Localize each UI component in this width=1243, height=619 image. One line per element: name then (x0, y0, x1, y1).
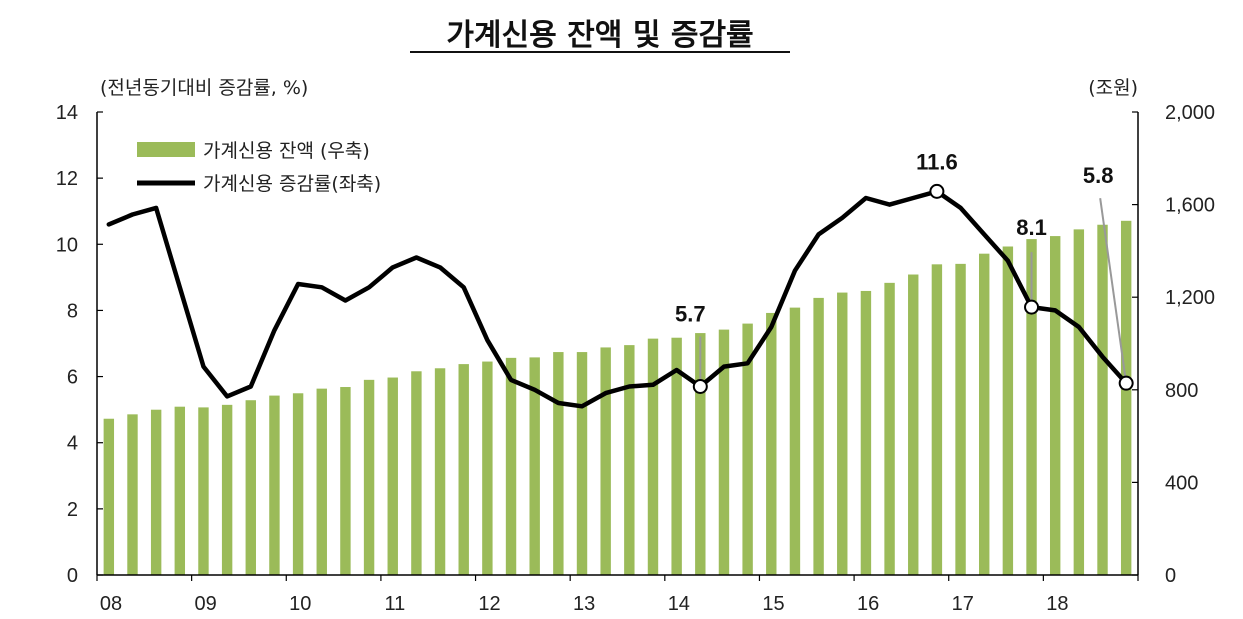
left-axis-label: (전년동기대비 증감률, %) (100, 77, 308, 99)
x-tick-label: 18 (1046, 593, 1068, 615)
bar (103, 418, 115, 575)
bar (600, 347, 611, 575)
x-tick-label: 08 (100, 593, 122, 615)
bar (931, 264, 943, 575)
bar (766, 312, 777, 575)
right-tick-label: 2,000 (1165, 102, 1215, 124)
bar (576, 352, 588, 575)
annotation-marker (1024, 299, 1040, 315)
left-tick-label: 0 (67, 565, 78, 587)
annotation-marker (1118, 375, 1134, 391)
bar (837, 292, 848, 575)
bar (387, 377, 398, 575)
bar (1026, 239, 1037, 575)
annotation-label: 11.6 (916, 149, 958, 174)
x-tick-label: 12 (478, 593, 500, 615)
annotations: 5.7 11.6 8.1 5.8 (675, 149, 1134, 394)
bar (292, 393, 304, 575)
bar (174, 406, 186, 575)
right-tick-label: 1,600 (1165, 195, 1215, 217)
bar (482, 361, 493, 575)
bar (458, 364, 469, 575)
x-tick-label: 09 (195, 593, 217, 615)
left-tick-label: 10 (56, 234, 78, 256)
axes: 0 2 4 6 8 10 12 14 0 400 800 1,200 1,600 2,000 08 09 10 1… (56, 102, 1215, 615)
legend-bar-label: 가계신용 잔액 (우축) (203, 140, 370, 162)
bar (269, 395, 280, 575)
bar (695, 333, 706, 575)
bar (908, 274, 919, 575)
left-tick-label: 2 (67, 499, 78, 521)
right-tick-label: 800 (1165, 380, 1198, 402)
bar (245, 400, 256, 575)
x-tick-label: 14 (668, 593, 690, 615)
x-tick-label: 17 (952, 593, 974, 615)
legend-line-label: 가계신용 증감률(좌축) (203, 173, 381, 195)
bar (553, 352, 564, 575)
right-tick-label: 0 (1165, 565, 1176, 587)
bar (150, 409, 162, 575)
bar (434, 368, 446, 575)
bar (718, 329, 730, 575)
bar (979, 253, 990, 576)
legend: 가계신용 잔액 (우축) 가계신용 증감률(좌축) (137, 140, 381, 195)
right-tick-label: 1,200 (1165, 287, 1215, 309)
left-tick-label: 6 (67, 367, 78, 389)
annotation-label: 5.7 (675, 301, 706, 326)
left-tick-label: 14 (56, 102, 78, 124)
bar (505, 357, 517, 575)
bar (1073, 229, 1085, 576)
bar (647, 338, 659, 575)
bar (1120, 220, 1132, 575)
bar (955, 263, 966, 575)
bar (198, 407, 209, 575)
chart-title: 가계신용 잔액 및 증감률 (446, 18, 753, 53)
x-tick-label: 15 (762, 593, 784, 615)
bar (742, 323, 753, 575)
left-tick-label: 8 (67, 300, 78, 322)
right-axis-label: (조원) (1088, 77, 1138, 99)
bar (221, 404, 233, 575)
bar (671, 337, 682, 575)
bar (363, 379, 375, 575)
annotation-label: 5.8 (1083, 163, 1114, 188)
annotation-leader (1099, 198, 1128, 384)
bar (1049, 236, 1061, 576)
legend-bar-swatch (137, 142, 195, 157)
bar (316, 388, 327, 575)
bar (884, 282, 895, 575)
x-tick-label: 11 (385, 593, 406, 615)
bar-series (103, 220, 1132, 576)
bar (529, 357, 540, 575)
bar (340, 387, 351, 575)
left-tick-label: 12 (56, 168, 78, 190)
annotation-marker (692, 378, 708, 394)
left-tick-label: 4 (67, 433, 78, 455)
line-series (106, 189, 1129, 409)
annotation-marker (929, 183, 945, 199)
x-tick-label: 10 (289, 593, 311, 615)
bar (411, 371, 422, 575)
bar (789, 307, 801, 575)
bar (1097, 224, 1108, 576)
bar (624, 345, 635, 575)
annotation-label: 8.1 (1016, 215, 1047, 240)
bar (1002, 246, 1014, 575)
bar (860, 290, 872, 575)
series-line (106, 189, 1129, 409)
x-tick-label: 13 (573, 593, 595, 615)
right-tick-label: 400 (1165, 472, 1198, 494)
bar (127, 414, 138, 575)
bar (813, 297, 824, 575)
x-tick-label: 16 (857, 593, 879, 615)
